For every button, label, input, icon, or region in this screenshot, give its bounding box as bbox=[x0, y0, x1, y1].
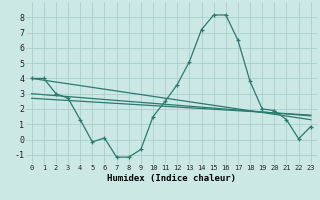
X-axis label: Humidex (Indice chaleur): Humidex (Indice chaleur) bbox=[107, 174, 236, 183]
